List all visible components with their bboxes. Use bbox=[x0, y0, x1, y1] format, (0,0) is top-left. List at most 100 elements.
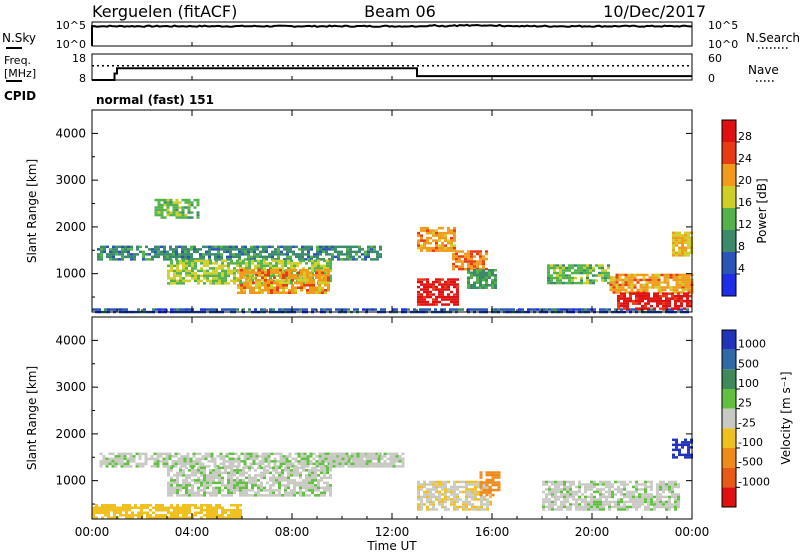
velocity-cell bbox=[593, 483, 596, 486]
velocity-cell bbox=[641, 503, 644, 506]
power-cell bbox=[296, 274, 299, 278]
velocity-cell bbox=[644, 505, 647, 509]
power-cell bbox=[450, 244, 453, 247]
power-cell bbox=[200, 274, 203, 278]
power-cell bbox=[435, 229, 438, 232]
power-cell bbox=[194, 264, 197, 268]
power-cell bbox=[191, 272, 194, 275]
power-cell bbox=[432, 293, 435, 296]
power-cell bbox=[247, 255, 250, 259]
velocity-cell bbox=[329, 465, 333, 468]
velocity-cell bbox=[483, 485, 486, 489]
power-cell bbox=[175, 206, 179, 209]
velocity-cell bbox=[389, 455, 393, 458]
power-cell bbox=[267, 271, 270, 274]
power-cell bbox=[187, 250, 190, 254]
velocity-cell bbox=[494, 476, 498, 479]
power-cell bbox=[435, 288, 438, 291]
velocity-cell bbox=[230, 474, 233, 477]
velocity-cell bbox=[284, 489, 287, 492]
power-cell bbox=[240, 289, 243, 292]
velocity-cell bbox=[342, 460, 346, 463]
velocity-cell bbox=[278, 466, 281, 470]
power-cell bbox=[612, 286, 616, 289]
power-cell bbox=[166, 208, 170, 212]
velocity-cell bbox=[213, 460, 217, 463]
power-cell bbox=[273, 286, 276, 289]
power-cell bbox=[452, 257, 455, 261]
velocity-cell bbox=[234, 452, 238, 456]
velocity-cell bbox=[362, 465, 366, 468]
velocity-cell bbox=[179, 489, 182, 492]
velocity-cell bbox=[462, 485, 465, 489]
velocity-cell bbox=[377, 457, 381, 461]
velocity-cell bbox=[444, 483, 447, 486]
power-cell bbox=[324, 284, 327, 287]
power-cell bbox=[317, 267, 320, 270]
power-cell bbox=[124, 250, 127, 254]
velocity-cell bbox=[614, 503, 617, 506]
power-cell bbox=[320, 267, 323, 270]
power-colorbar-swatch bbox=[722, 252, 736, 274]
power-cell bbox=[259, 250, 262, 254]
power-cell bbox=[166, 198, 170, 202]
power-cell bbox=[621, 281, 625, 284]
velocity-cell bbox=[674, 493, 677, 496]
power-cell bbox=[668, 304, 671, 308]
power-cell bbox=[488, 271, 491, 274]
velocity-cell bbox=[194, 514, 197, 517]
power-cell bbox=[252, 269, 255, 272]
velocity-cell bbox=[128, 506, 131, 509]
velocity-cell bbox=[263, 486, 266, 490]
velocity-cell bbox=[435, 488, 438, 491]
velocity-cell bbox=[578, 495, 581, 499]
power-cell bbox=[684, 234, 687, 237]
power-cell bbox=[282, 286, 285, 289]
power-cell bbox=[331, 253, 334, 256]
velocity-cell bbox=[212, 506, 215, 509]
power-cell bbox=[309, 286, 312, 289]
velocity-cell bbox=[140, 504, 143, 507]
power-cell bbox=[130, 258, 133, 261]
power-cell bbox=[620, 302, 623, 305]
power-cell bbox=[444, 234, 447, 237]
power-cell bbox=[311, 259, 314, 263]
velocity-cell bbox=[314, 469, 317, 472]
velocity-cell bbox=[285, 457, 289, 461]
velocity-cell bbox=[432, 505, 435, 509]
power-cell bbox=[420, 298, 423, 301]
velocity-cell bbox=[623, 495, 626, 499]
power-cell bbox=[635, 294, 638, 298]
power-cell bbox=[583, 266, 586, 270]
velocity-cell bbox=[545, 500, 548, 504]
velocity-cell bbox=[269, 489, 272, 492]
power-cell bbox=[426, 241, 429, 245]
velocity-cell bbox=[171, 455, 175, 458]
velocity-cell bbox=[602, 508, 605, 511]
velocity-cell bbox=[218, 491, 221, 495]
power-cell bbox=[456, 290, 459, 294]
power-cell bbox=[338, 308, 341, 311]
velocity-colorbar-tick-label: 100 bbox=[738, 377, 759, 390]
velocity-cell bbox=[138, 465, 142, 468]
velocity-cell bbox=[176, 511, 179, 514]
power-cell bbox=[166, 213, 170, 217]
velocity-cell bbox=[644, 508, 647, 511]
power-cell bbox=[635, 307, 638, 310]
velocity-cell bbox=[323, 469, 326, 472]
velocity-cell bbox=[593, 495, 596, 499]
power-cell bbox=[530, 308, 533, 311]
velocity-cell bbox=[213, 462, 217, 466]
power-cell bbox=[245, 279, 248, 283]
power-cell bbox=[175, 250, 178, 254]
power-cell bbox=[660, 281, 664, 284]
velocity-cell bbox=[429, 493, 432, 496]
power-cell bbox=[309, 281, 312, 284]
power-cell bbox=[355, 253, 358, 256]
velocity-cell bbox=[647, 508, 650, 511]
power-cell bbox=[154, 213, 158, 217]
power-cell bbox=[623, 292, 626, 295]
velocity-cell bbox=[608, 508, 611, 511]
velocity-cell bbox=[192, 462, 196, 466]
power-cell bbox=[677, 292, 680, 295]
